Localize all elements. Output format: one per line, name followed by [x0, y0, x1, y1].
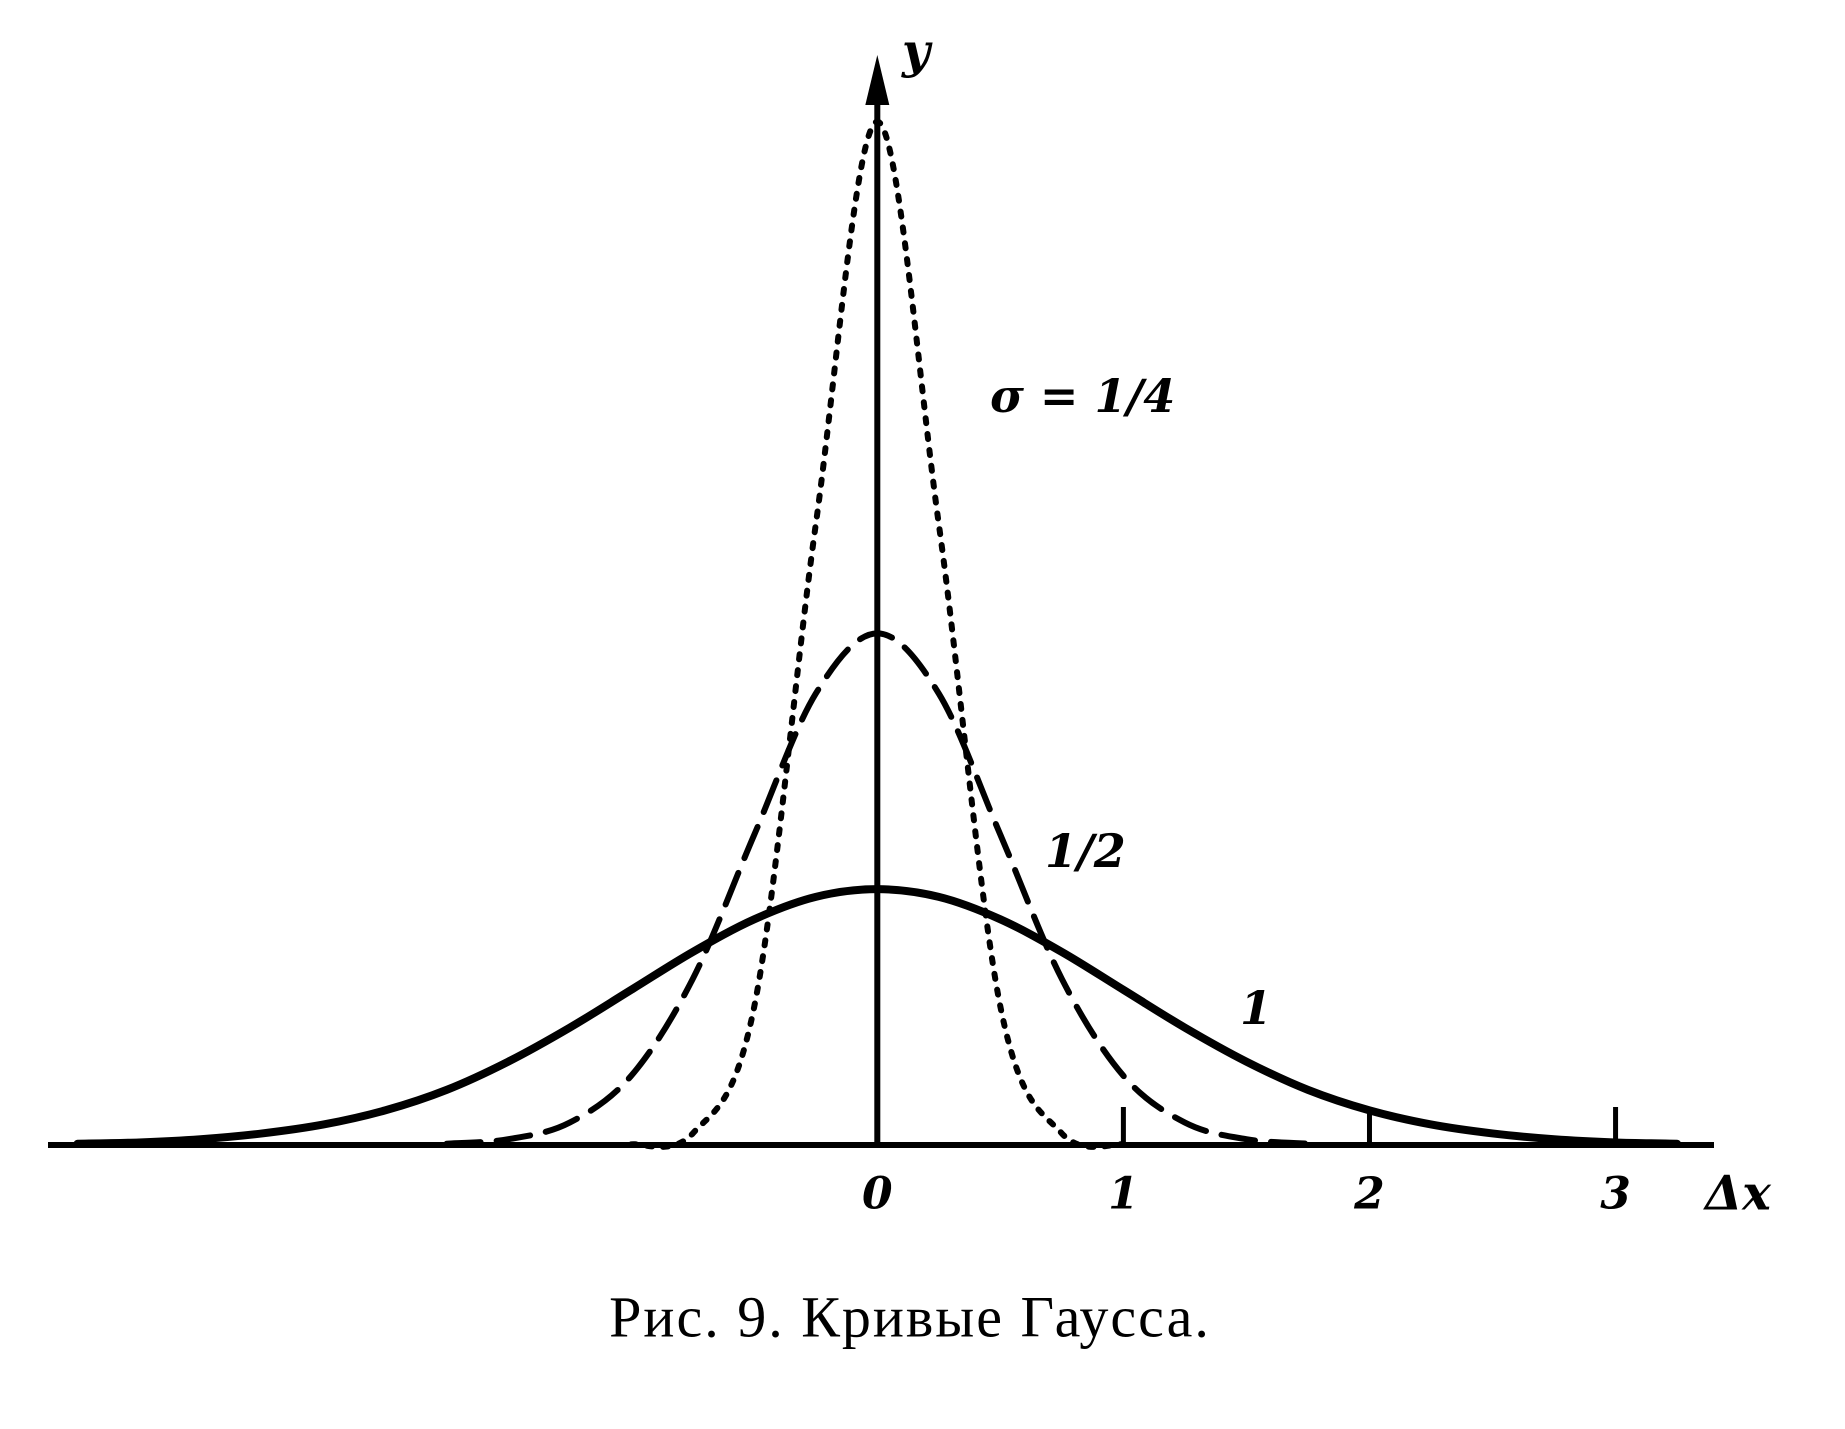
curve-label: 1	[1240, 981, 1272, 1035]
curve-label: 1/2	[1045, 824, 1126, 878]
curve	[628, 118, 1127, 1150]
caption: Рис. 9. Кривые Гаусса.	[609, 1284, 1211, 1349]
x-tick-label: 1	[1108, 1169, 1139, 1220]
y-axis-arrow	[865, 55, 890, 105]
curve	[73, 885, 1682, 1148]
x-tick-label: 0	[862, 1169, 893, 1220]
x-tick-label: 3	[1600, 1169, 1631, 1220]
curve-label: σ = 1/4	[990, 369, 1175, 423]
x-axis-label: Δx	[1703, 1166, 1772, 1222]
curve	[443, 630, 1311, 1147]
y-axis-label: y	[901, 24, 933, 80]
x-tick-label: 2	[1353, 1169, 1385, 1220]
